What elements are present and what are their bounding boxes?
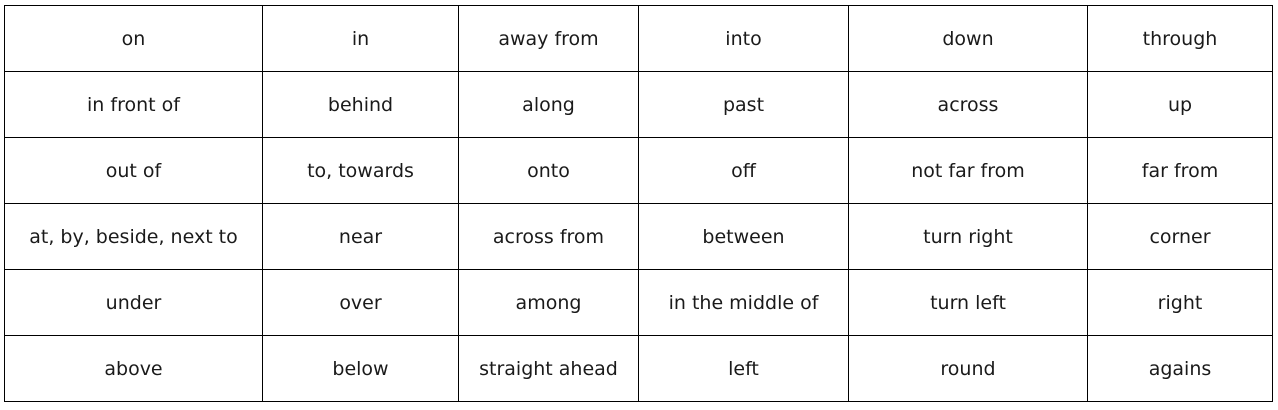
table-cell: among [458, 269, 639, 336]
table-row: above below straight ahead left round ag… [4, 335, 1273, 402]
table-cell: in [262, 5, 459, 72]
table-cell: onto [458, 137, 639, 204]
table-cell: down [848, 5, 1088, 72]
table-cell: below [262, 335, 459, 402]
prepositions-table: on in away from into down through in fro… [4, 5, 1273, 402]
table-cell: behind [262, 71, 459, 138]
table-cell: round [848, 335, 1088, 402]
table-cell: across from [458, 203, 639, 270]
table-cell: past [638, 71, 849, 138]
table-row: at, by, beside, next to near across from… [4, 203, 1273, 270]
table-cell: near [262, 203, 459, 270]
table-cell: left [638, 335, 849, 402]
table-cell: in front of [4, 71, 263, 138]
table-row: on in away from into down through [4, 5, 1273, 72]
table-cell: across [848, 71, 1088, 138]
table-cell: between [638, 203, 849, 270]
table-cell: at, by, beside, next to [4, 203, 263, 270]
table-cell: under [4, 269, 263, 336]
table-cell: along [458, 71, 639, 138]
table-cell: to, towards [262, 137, 459, 204]
table-cell: turn left [848, 269, 1088, 336]
table-cell: agains [1087, 335, 1273, 402]
table-cell: up [1087, 71, 1273, 138]
table-body: on in away from into down through in fro… [4, 5, 1273, 402]
table-cell: turn right [848, 203, 1088, 270]
table-cell: out of [4, 137, 263, 204]
table-cell: far from [1087, 137, 1273, 204]
table-row: out of to, towards onto off not far from… [4, 137, 1273, 204]
table-cell: away from [458, 5, 639, 72]
table-cell: through [1087, 5, 1273, 72]
table-cell: over [262, 269, 459, 336]
table-cell: corner [1087, 203, 1273, 270]
table-row: in front of behind along past across up [4, 71, 1273, 138]
table-row: under over among in the middle of turn l… [4, 269, 1273, 336]
table-cell: right [1087, 269, 1273, 336]
table-cell: off [638, 137, 849, 204]
table-cell: on [4, 5, 263, 72]
table-cell: not far from [848, 137, 1088, 204]
table-cell: in the middle of [638, 269, 849, 336]
table-cell: straight ahead [458, 335, 639, 402]
table-cell: into [638, 5, 849, 72]
table-cell: above [4, 335, 263, 402]
